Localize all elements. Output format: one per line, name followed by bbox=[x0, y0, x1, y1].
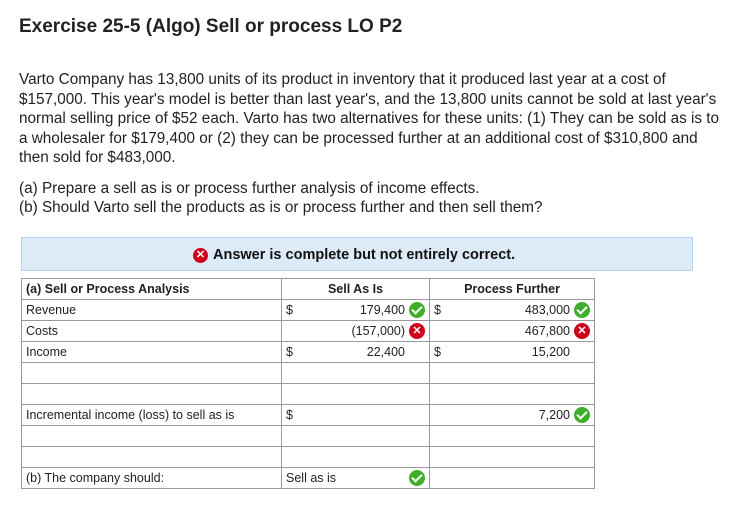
incremental-label: Incremental income (loss) to sell as is bbox=[21, 404, 282, 426]
correct-check-icon bbox=[574, 302, 590, 318]
correct-check-icon bbox=[409, 302, 425, 318]
table-spacer bbox=[21, 425, 595, 447]
table-row: Incremental income (loss) to sell as is … bbox=[21, 404, 595, 426]
income-process-further-cell[interactable]: $ 15,200 bbox=[429, 341, 595, 363]
incorrect-x-icon: ✕ bbox=[193, 247, 208, 263]
table-row: Revenue $ 179,400 $ 483,000 bbox=[21, 299, 595, 321]
revenue-sell-as-is-value: 179,400 bbox=[359, 303, 405, 317]
header-label: (a) Sell or Process Analysis bbox=[21, 278, 282, 300]
header-process-further: Process Further bbox=[429, 278, 595, 300]
dollar-sign: $ bbox=[286, 303, 293, 317]
table-spacer bbox=[21, 362, 595, 384]
dollar-sign: $ bbox=[434, 303, 441, 317]
dollar-sign: $ bbox=[434, 345, 441, 359]
header-sell-as-is: Sell As Is bbox=[281, 278, 430, 300]
incorrect-x-icon: ✕ bbox=[409, 323, 425, 339]
income-sell-as-is-cell[interactable]: $ 22,400 bbox=[281, 341, 430, 363]
correct-check-icon bbox=[409, 470, 425, 486]
correct-check-icon bbox=[574, 407, 590, 423]
exercise-title: Exercise 25-5 (Algo) Sell or process LO … bbox=[19, 16, 403, 37]
table-spacer bbox=[21, 446, 595, 468]
table-row: Income $ 22,400 $ 15,200 bbox=[21, 341, 595, 363]
incremental-value-cell[interactable]: 7,200 bbox=[429, 404, 595, 426]
row-label: Revenue bbox=[21, 299, 282, 321]
dollar-sign: $ bbox=[286, 408, 293, 422]
sell-or-process-table: (a) Sell or Process Analysis Sell As Is … bbox=[21, 278, 595, 489]
banner-text: Answer is complete but not entirely corr… bbox=[213, 247, 516, 263]
costs-sell-as-is-cell[interactable]: (157,000) ✕ bbox=[281, 320, 430, 342]
row-label: Income bbox=[21, 341, 282, 363]
question-a: (a) Prepare a sell as is or process furt… bbox=[19, 180, 480, 197]
incorrect-x-icon: ✕ bbox=[574, 323, 590, 339]
revenue-process-further-value: 483,000 bbox=[524, 303, 570, 317]
decision-label: (b) The company should: bbox=[21, 467, 282, 489]
costs-process-further-value: 467,800 bbox=[524, 324, 570, 338]
answer-status-banner: ✕ Answer is complete but not entirely co… bbox=[21, 237, 693, 271]
decision-value: Sell as is bbox=[286, 471, 337, 485]
row-label: Costs bbox=[21, 320, 282, 342]
dollar-sign: $ bbox=[286, 345, 293, 359]
incremental-dollar-cell: $ bbox=[281, 404, 430, 426]
decision-select[interactable]: Sell as is bbox=[281, 467, 430, 489]
decision-empty-cell bbox=[429, 467, 595, 489]
costs-process-further-cell[interactable]: 467,800 ✕ bbox=[429, 320, 595, 342]
table-header-row: (a) Sell or Process Analysis Sell As Is … bbox=[21, 278, 595, 300]
income-sell-as-is-value: 22,400 bbox=[366, 345, 405, 359]
costs-sell-as-is-value: (157,000) bbox=[351, 324, 405, 338]
revenue-process-further-cell[interactable]: $ 483,000 bbox=[429, 299, 595, 321]
problem-description: Varto Company has 13,800 units of its pr… bbox=[19, 71, 720, 166]
question-b: (b) Should Varto sell the products as is… bbox=[19, 199, 543, 216]
table-row: Costs (157,000) ✕ 467,800 ✕ bbox=[21, 320, 595, 342]
revenue-sell-as-is-cell[interactable]: $ 179,400 bbox=[281, 299, 430, 321]
table-spacer bbox=[21, 383, 595, 405]
income-process-further-value: 15,200 bbox=[531, 345, 570, 359]
table-row: (b) The company should: Sell as is bbox=[21, 467, 595, 489]
incremental-value: 7,200 bbox=[538, 408, 570, 422]
